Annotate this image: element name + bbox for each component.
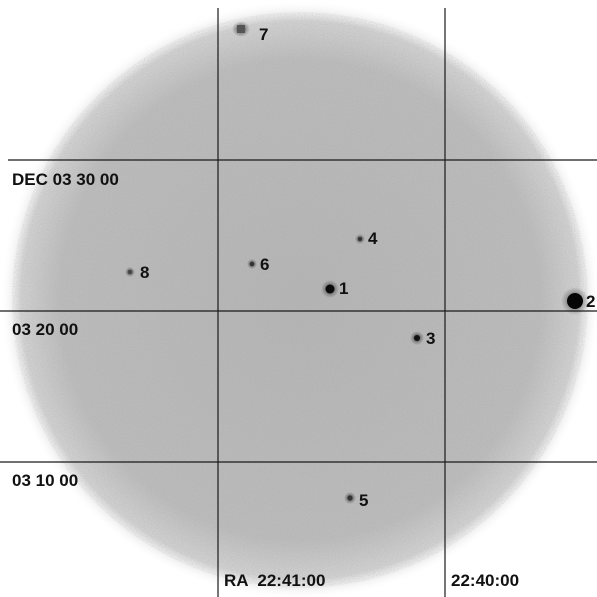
source-2 [567, 293, 583, 309]
dec-label-3: 03 10 00 [12, 471, 78, 490]
source-5 [347, 495, 353, 501]
source-3 [414, 335, 420, 341]
dec-label-2: 03 20 00 [12, 320, 78, 339]
sources: 1 2 3 4 5 6 7 8 [125, 21, 595, 510]
dec-label-1: DEC 03 30 00 [12, 170, 119, 189]
source-label-4: 4 [368, 229, 378, 248]
source-label-7: 7 [259, 25, 268, 44]
ra-label-2: 22:40:00 [451, 571, 519, 590]
ra-label-1: RA 22:41:00 [224, 571, 325, 590]
source-label-5: 5 [359, 491, 368, 510]
source-1 [325, 284, 335, 294]
field-noise [12, 12, 588, 588]
source-label-3: 3 [426, 329, 435, 348]
coordinate-grid [0, 8, 597, 597]
coordinate-labels: DEC 03 30 00 03 20 00 03 10 00 RA 22:41:… [12, 170, 519, 590]
source-8 [128, 270, 132, 274]
source-label-1: 1 [339, 279, 348, 298]
source-label-2: 2 [586, 292, 595, 311]
source-4 [358, 237, 362, 241]
source-6 [249, 261, 255, 267]
source-label-8: 8 [140, 263, 149, 282]
source-7 [237, 25, 245, 33]
source-label-6: 6 [260, 255, 269, 274]
